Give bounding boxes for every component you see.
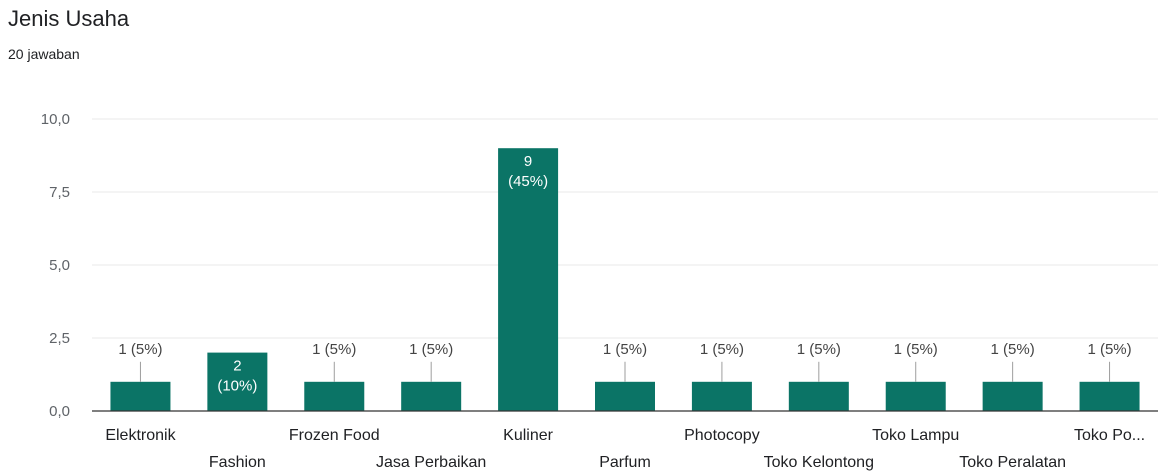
data-label: 1 (5%) [603,341,647,358]
data-label: 1 (5%) [409,341,453,358]
y-tick-label: 5,0 [49,257,70,274]
bar [207,352,268,411]
x-category-label: Jasa Perbaikan [376,454,486,471]
data-label: 1 (5%) [991,341,1035,358]
data-label: 1 (5%) [118,341,162,358]
y-tick-label: 0,0 [49,403,70,420]
x-category-label: Elektronik [105,427,176,444]
x-category-label: Kuliner [503,427,553,444]
bar [788,381,849,411]
x-category-label: Photocopy [684,427,760,444]
x-category-label: Fashion [209,454,266,471]
bar [304,381,365,411]
x-category-label: Toko Kelontong [764,454,874,471]
bar [498,148,559,411]
y-tick-label: 2,5 [49,330,70,347]
bar [691,381,752,411]
data-label: 1 (5%) [312,341,356,358]
y-tick-label: 7,5 [49,184,70,201]
bar [401,381,462,411]
bar [982,381,1043,411]
bar [1079,381,1140,411]
data-label: 2 [233,358,241,375]
x-category-label: Toko Po... [1074,427,1145,444]
data-label: 9 [524,153,532,170]
page-title: Jenis Usaha [8,6,130,31]
data-label: (10%) [217,378,257,395]
x-category-label: Parfum [599,454,651,471]
response-count: 20 jawaban [8,46,80,62]
x-category-label: Toko Peralatan [959,454,1066,471]
data-label: 1 (5%) [797,341,841,358]
x-category-label: Toko Lampu [872,427,959,444]
data-label: (45%) [508,173,548,190]
bar [110,381,171,411]
data-label: 1 (5%) [1087,341,1131,358]
data-label: 1 (5%) [700,341,744,358]
x-category-label: Frozen Food [289,427,380,444]
y-tick-label: 10,0 [41,111,70,128]
bar [885,381,946,411]
bar [595,381,655,411]
data-label: 1 (5%) [894,341,938,358]
